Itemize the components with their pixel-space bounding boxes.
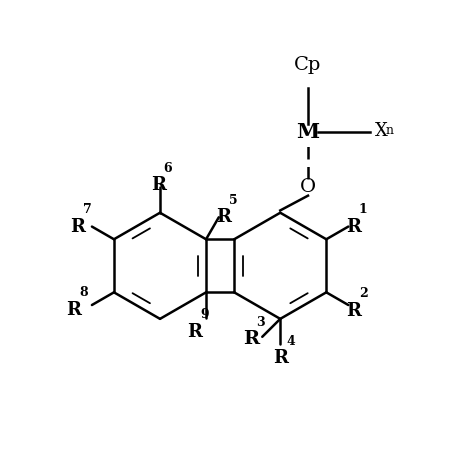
Text: M: M: [296, 122, 320, 142]
Text: R: R: [346, 302, 361, 319]
Text: 6: 6: [164, 162, 172, 175]
Text: X: X: [375, 121, 388, 140]
Text: 8: 8: [80, 286, 88, 299]
Text: 4: 4: [286, 335, 295, 348]
Text: 3: 3: [256, 316, 264, 329]
Text: R: R: [151, 176, 166, 194]
Text: R: R: [217, 208, 232, 226]
Text: R: R: [346, 218, 361, 235]
Text: 5: 5: [229, 194, 238, 207]
Text: R: R: [188, 323, 203, 340]
Text: O: O: [300, 178, 316, 196]
Text: R: R: [243, 330, 259, 348]
Text: R: R: [273, 349, 288, 367]
Text: R: R: [66, 301, 81, 318]
Text: n: n: [386, 124, 394, 136]
Text: Cp: Cp: [294, 57, 322, 74]
Text: 9: 9: [200, 308, 209, 321]
Text: 1: 1: [359, 204, 368, 216]
Text: 2: 2: [359, 287, 368, 300]
Text: R: R: [70, 218, 85, 235]
Text: 7: 7: [83, 204, 91, 216]
